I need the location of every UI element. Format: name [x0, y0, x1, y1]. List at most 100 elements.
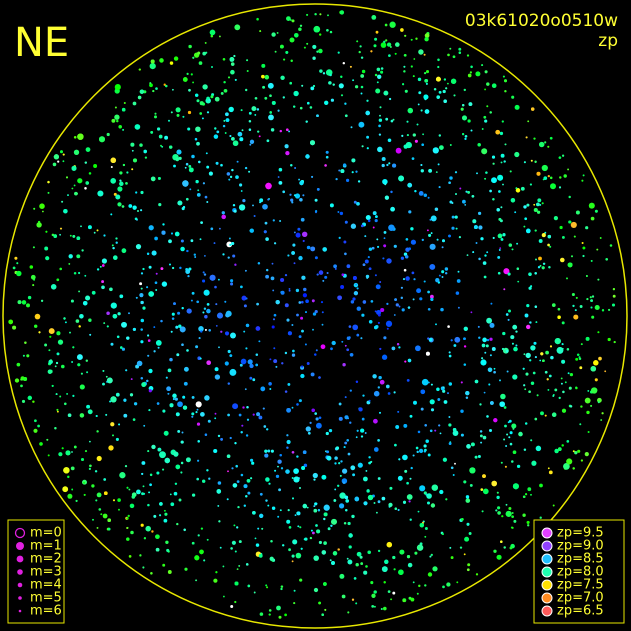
- star: [161, 145, 164, 148]
- star: [44, 246, 49, 251]
- star: [195, 579, 198, 582]
- star: [256, 302, 259, 306]
- star: [403, 65, 406, 68]
- star: [191, 154, 195, 159]
- star: [388, 224, 395, 231]
- star: [497, 233, 503, 239]
- star: [239, 183, 243, 187]
- star: [72, 346, 75, 349]
- star: [389, 21, 396, 28]
- star: [398, 175, 405, 182]
- star: [243, 504, 246, 507]
- star: [215, 324, 218, 327]
- star: [341, 340, 344, 343]
- star: [228, 106, 234, 113]
- star: [339, 10, 345, 15]
- star: [384, 195, 390, 200]
- star: [590, 216, 595, 221]
- star: [291, 353, 296, 357]
- star: [487, 367, 493, 373]
- star: [93, 164, 98, 168]
- star: [576, 353, 580, 357]
- star: [479, 434, 483, 438]
- star: [103, 234, 106, 237]
- star: [157, 176, 161, 180]
- star: [195, 401, 202, 408]
- star: [572, 304, 575, 308]
- star: [499, 401, 506, 408]
- star: [118, 508, 120, 511]
- star: [427, 307, 431, 311]
- star: [432, 147, 439, 154]
- star: [368, 456, 371, 459]
- star: [232, 403, 239, 410]
- star: [430, 294, 434, 299]
- star: [102, 513, 108, 519]
- star: [79, 413, 85, 418]
- star: [140, 300, 144, 305]
- star: [220, 91, 224, 95]
- star: [378, 118, 383, 122]
- star: [267, 504, 270, 507]
- star: [148, 368, 153, 374]
- star: [148, 491, 151, 494]
- star: [561, 343, 564, 346]
- star: [534, 272, 537, 275]
- star: [180, 461, 184, 465]
- star: [191, 541, 195, 545]
- star: [423, 193, 428, 198]
- star: [58, 452, 63, 457]
- zp-label: zp=7.0: [557, 591, 604, 606]
- star: [387, 590, 391, 593]
- star: [30, 274, 36, 280]
- star: [38, 331, 41, 334]
- star: [613, 341, 616, 344]
- star: [313, 25, 321, 33]
- star: [429, 429, 433, 433]
- star: [566, 458, 573, 465]
- star: [481, 64, 484, 67]
- star: [471, 194, 475, 198]
- star: [202, 84, 208, 90]
- star: [67, 475, 70, 479]
- star: [377, 321, 380, 324]
- star: [71, 451, 73, 453]
- star: [439, 489, 444, 495]
- star: [102, 382, 105, 386]
- star: [476, 172, 478, 175]
- star: [352, 324, 359, 331]
- star: [269, 94, 272, 98]
- star: [477, 325, 480, 328]
- star: [356, 551, 362, 557]
- star: [561, 154, 565, 157]
- star: [296, 455, 299, 458]
- star: [364, 259, 369, 264]
- star: [47, 191, 50, 194]
- star: [423, 71, 427, 75]
- star: [313, 478, 316, 481]
- star: [245, 88, 248, 92]
- star: [249, 139, 255, 144]
- star: [275, 365, 278, 368]
- star: [59, 267, 63, 271]
- star: [175, 107, 181, 113]
- star: [339, 503, 345, 509]
- star: [121, 248, 127, 254]
- star: [431, 484, 438, 491]
- star: [280, 75, 285, 81]
- star: [60, 364, 65, 369]
- star: [352, 79, 355, 82]
- star: [383, 244, 387, 248]
- star: [393, 391, 396, 394]
- star: [314, 353, 317, 356]
- star: [55, 361, 59, 365]
- star: [280, 585, 284, 588]
- star: [500, 153, 505, 158]
- star: [78, 290, 81, 293]
- star: [508, 436, 511, 439]
- star: [223, 119, 226, 122]
- star: [54, 365, 57, 368]
- star: [96, 526, 99, 529]
- star: [8, 319, 14, 325]
- star: [416, 592, 419, 595]
